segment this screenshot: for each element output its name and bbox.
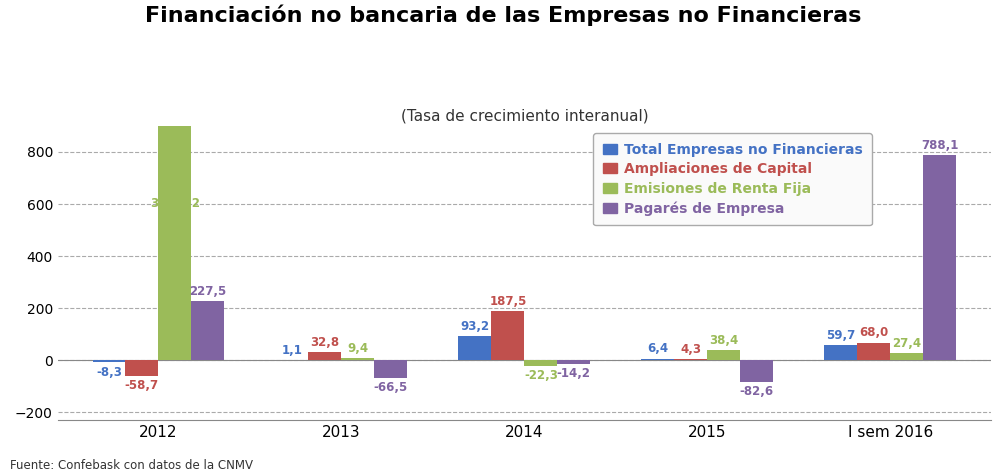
Text: 9,4: 9,4 <box>347 342 368 355</box>
Text: -22,3: -22,3 <box>524 369 557 382</box>
Bar <box>191 301 224 360</box>
Text: 32,8: 32,8 <box>310 336 339 348</box>
Text: 27,4: 27,4 <box>892 337 921 350</box>
Title: (Tasa de crecimiento interanual): (Tasa de crecimiento interanual) <box>400 109 648 123</box>
Bar <box>557 360 591 364</box>
Bar <box>825 345 857 360</box>
Text: -14,2: -14,2 <box>556 367 591 380</box>
Bar <box>341 358 374 360</box>
Bar <box>740 360 774 382</box>
Bar <box>459 336 491 360</box>
Text: -82,6: -82,6 <box>739 385 774 398</box>
Text: 6,4: 6,4 <box>648 343 669 356</box>
Bar <box>707 350 740 360</box>
Text: -66,5: -66,5 <box>373 381 407 394</box>
Text: 4,3: 4,3 <box>680 343 701 356</box>
Bar <box>374 360 407 378</box>
Text: 187,5: 187,5 <box>489 295 526 309</box>
Text: Fuente: Confebask con datos de la CNMV: Fuente: Confebask con datos de la CNMV <box>10 459 254 472</box>
Text: 788,1: 788,1 <box>921 139 959 152</box>
Bar <box>890 353 924 360</box>
Bar <box>642 359 674 360</box>
Text: 227,5: 227,5 <box>189 285 226 298</box>
Bar <box>158 126 191 360</box>
Text: 68,0: 68,0 <box>859 327 888 339</box>
Bar <box>674 359 707 360</box>
Bar <box>524 360 557 366</box>
Bar <box>126 360 158 375</box>
Text: 93,2: 93,2 <box>461 320 490 333</box>
Text: 3.420,2: 3.420,2 <box>150 197 200 210</box>
Text: 1,1: 1,1 <box>282 344 303 357</box>
Bar <box>93 360 126 363</box>
Text: -58,7: -58,7 <box>125 379 159 392</box>
Text: -8,3: -8,3 <box>96 365 122 379</box>
Bar <box>924 155 957 360</box>
Bar <box>857 343 890 360</box>
Text: 59,7: 59,7 <box>826 328 855 342</box>
Bar <box>491 311 524 360</box>
Legend: Total Empresas no Financieras, Ampliaciones de Capital, Emisiones de Renta Fija,: Total Empresas no Financieras, Ampliacio… <box>593 133 872 226</box>
Text: 38,4: 38,4 <box>709 334 738 347</box>
Text: Financiación no bancaria de las Empresas no Financieras: Financiación no bancaria de las Empresas… <box>145 5 861 26</box>
Bar <box>309 352 341 360</box>
